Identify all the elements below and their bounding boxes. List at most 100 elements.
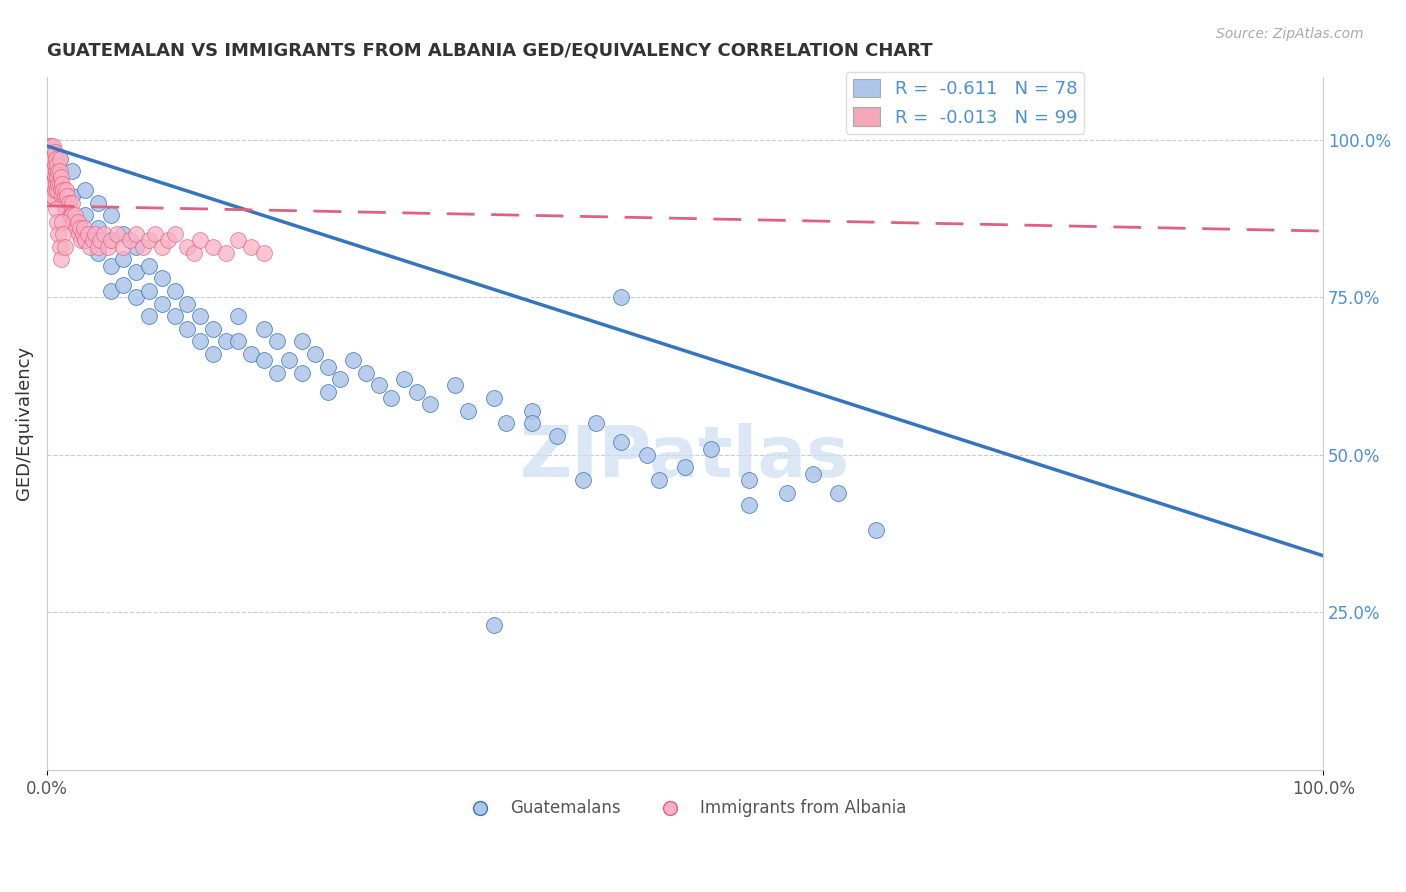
Point [59, 202, 82, 216]
Point [76, 227, 98, 242]
Point [266, 334, 288, 349]
Point [138, 259, 160, 273]
Point [56, 189, 79, 203]
Point [46, 158, 69, 172]
Point [46, 214, 69, 228]
Point [62, 195, 84, 210]
Point [610, 290, 633, 304]
Point [70, 234, 93, 248]
Point [52, 227, 75, 242]
Point [145, 227, 167, 242]
Point [100, 234, 122, 248]
Point [44, 183, 66, 197]
Point [636, 448, 658, 462]
Point [39, 183, 62, 197]
Point [253, 353, 276, 368]
Point [138, 234, 160, 248]
Point [240, 347, 263, 361]
Point [304, 347, 326, 361]
Point [55, 183, 77, 197]
Point [97, 240, 120, 254]
Point [62, 164, 84, 178]
Point [53, 189, 76, 203]
Point [316, 384, 339, 399]
Point [39, 158, 62, 172]
Point [73, 220, 96, 235]
Point [41, 164, 63, 178]
Point [52, 183, 75, 197]
Point [38, 177, 60, 191]
Point [42, 164, 65, 178]
Point [44, 158, 66, 172]
Point [100, 259, 122, 273]
Point [125, 290, 148, 304]
Point [45, 164, 67, 178]
Point [201, 240, 224, 254]
Point [46, 183, 69, 197]
Point [188, 234, 211, 248]
Point [138, 284, 160, 298]
Point [62, 214, 84, 228]
Point [87, 240, 110, 254]
Point [176, 296, 198, 310]
Point [37, 139, 59, 153]
Point [67, 227, 90, 242]
Point [150, 271, 173, 285]
Point [39, 139, 62, 153]
Point [342, 353, 364, 368]
Point [228, 234, 250, 248]
Point [188, 334, 211, 349]
Point [56, 202, 79, 216]
Point [214, 246, 236, 260]
Point [65, 220, 87, 235]
Y-axis label: GED/Equivalency: GED/Equivalency [15, 346, 32, 500]
Point [112, 227, 135, 242]
Point [42, 152, 65, 166]
Point [49, 252, 72, 267]
Point [112, 252, 135, 267]
Point [444, 378, 467, 392]
Point [228, 334, 250, 349]
Point [419, 397, 441, 411]
Point [278, 353, 301, 368]
Point [75, 183, 97, 197]
Point [253, 246, 276, 260]
Point [58, 195, 80, 210]
Point [214, 334, 236, 349]
Point [82, 234, 104, 248]
Point [42, 139, 65, 153]
Point [699, 442, 721, 456]
Point [87, 220, 110, 235]
Point [66, 214, 89, 228]
Point [457, 403, 479, 417]
Point [45, 177, 67, 191]
Point [520, 403, 543, 417]
Point [51, 177, 73, 191]
Point [157, 234, 180, 248]
Point [329, 372, 352, 386]
Legend: Guatemalans, Immigrants from Albania: Guatemalans, Immigrants from Albania [457, 793, 914, 824]
Point [648, 473, 671, 487]
Point [188, 309, 211, 323]
Point [482, 618, 505, 632]
Point [49, 170, 72, 185]
Point [75, 208, 97, 222]
Point [394, 372, 416, 386]
Point [60, 208, 83, 222]
Point [75, 234, 97, 248]
Point [48, 177, 70, 191]
Point [51, 214, 73, 228]
Point [53, 240, 76, 254]
Point [253, 322, 276, 336]
Point [38, 152, 60, 166]
Point [69, 220, 91, 235]
Point [62, 189, 84, 203]
Point [125, 227, 148, 242]
Point [38, 145, 60, 160]
Point [84, 227, 107, 242]
Point [163, 284, 186, 298]
Point [673, 460, 696, 475]
Point [41, 177, 63, 191]
Point [87, 246, 110, 260]
Point [776, 485, 799, 500]
